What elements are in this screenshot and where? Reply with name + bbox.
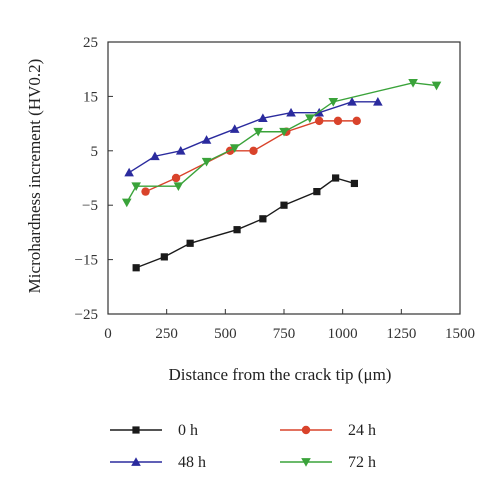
data-point	[173, 182, 184, 191]
data-point	[301, 425, 311, 435]
data-point	[305, 114, 315, 123]
legend-label: 72 h	[348, 454, 376, 471]
legend-item: 24 h	[280, 422, 376, 439]
x-tick-label: 500	[214, 326, 237, 342]
data-point	[315, 116, 324, 126]
data-point	[259, 215, 267, 223]
data-point	[258, 113, 268, 122]
data-point	[171, 173, 181, 183]
data-point	[347, 97, 357, 106]
data-point	[131, 457, 141, 466]
legend-label: 0 h	[178, 422, 198, 439]
data-point	[332, 174, 340, 182]
data-point	[229, 144, 240, 153]
data-point	[132, 426, 140, 434]
data-point	[280, 201, 288, 209]
data-point	[121, 198, 132, 208]
y-tick-label: 15	[83, 89, 98, 105]
data-point	[233, 226, 241, 234]
legend-item: 48 h	[110, 454, 206, 471]
x-tick-label: 1250	[386, 326, 416, 342]
data-point	[431, 81, 442, 91]
x-tick-label: 0	[104, 326, 112, 342]
data-point	[313, 188, 321, 196]
data-point	[328, 98, 339, 107]
y-tick-label: −5	[82, 198, 98, 214]
data-point	[131, 182, 141, 191]
data-point	[279, 127, 289, 137]
data-point	[201, 135, 212, 144]
series-48-h	[124, 97, 383, 177]
series-line	[128, 101, 378, 174]
legend-label: 48 h	[178, 454, 206, 471]
data-point	[352, 116, 361, 126]
x-tick-label: 750	[273, 326, 296, 342]
legend-item: 72 h	[280, 454, 376, 471]
y-tick-label: 5	[91, 144, 99, 160]
data-point	[249, 146, 258, 155]
data-point	[229, 124, 240, 133]
legend: 0 h 24 h 48 h 72 h	[110, 422, 376, 471]
axis-labels: Distance from the crack tip (μm) Microha…	[25, 59, 391, 384]
series-line	[126, 82, 437, 203]
y-tick-label: −15	[75, 253, 98, 269]
x-tick-label: 250	[155, 326, 178, 342]
legend-label: 24 h	[348, 422, 376, 439]
series-layer	[121, 78, 442, 272]
data-point	[124, 167, 134, 177]
series-line	[135, 177, 355, 269]
data-point	[373, 97, 383, 106]
series-0-h	[132, 174, 358, 272]
series-72-h	[121, 78, 442, 208]
y-tick-label: 25	[83, 35, 98, 51]
legend-item: 0 h	[110, 422, 198, 439]
data-point	[141, 187, 150, 196]
data-point	[201, 157, 212, 167]
axes: 0 250 500 750 1000 1250 1500 25 15 5 −5 −15 −25	[75, 35, 475, 342]
data-point	[160, 253, 168, 261]
x-tick-label: 1000	[328, 326, 358, 342]
y-axis-title: Microhardness increment (HV0.2)	[25, 59, 44, 294]
data-point	[301, 458, 311, 467]
y-tick-label: −25	[75, 307, 98, 323]
data-point	[186, 239, 194, 247]
x-tick-label: 1500	[445, 326, 475, 342]
data-point	[350, 179, 358, 188]
data-point	[253, 127, 263, 137]
x-axis-title: Distance from the crack tip (μm)	[169, 365, 392, 384]
data-point	[286, 107, 296, 117]
data-point	[150, 151, 160, 161]
plot-frame	[107, 41, 461, 315]
data-point	[132, 264, 140, 272]
data-point	[408, 78, 418, 88]
data-point	[333, 116, 343, 126]
data-point	[175, 146, 186, 155]
